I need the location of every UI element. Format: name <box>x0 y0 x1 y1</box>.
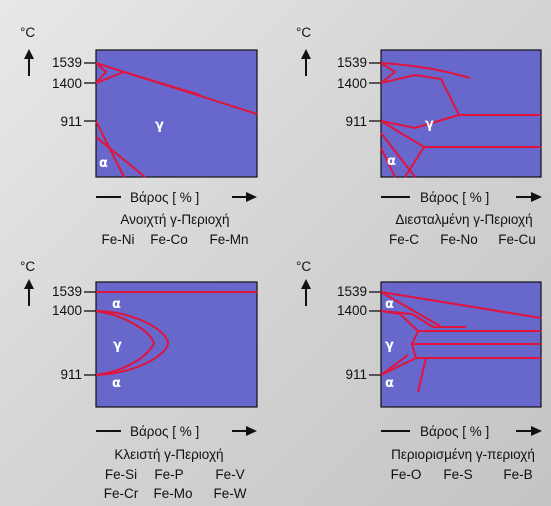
right-arrow-icon <box>232 426 257 436</box>
phase-boundaries <box>380 291 542 393</box>
alloy-label: Fe-Ni <box>102 232 135 247</box>
panel-closed-gamma: °C 1539 1400 911 α γ α Βάρος [ % ] Κλεισ… <box>20 259 258 501</box>
phase-boundaries <box>95 291 257 376</box>
phase-alpha: α <box>385 297 394 312</box>
alloy-label: Fe-No <box>440 232 478 247</box>
phase-gamma: γ <box>113 338 122 353</box>
up-arrow-icon <box>301 49 311 76</box>
axis-label: Βάρος [ % ] <box>130 190 199 205</box>
phase-gamma: γ <box>155 118 164 133</box>
temp-1400: 1400 <box>337 76 367 91</box>
axis-label: Βάρος [ % ] <box>130 424 199 439</box>
panel-restricted-gamma: °C 1539 1400 911 α γ α Βάρος [ % ] <box>296 259 542 482</box>
phase-gamma: γ <box>385 338 394 353</box>
alloy-label: Fe-S <box>443 467 472 482</box>
phase-boundaries <box>380 62 541 178</box>
phase-gamma: γ <box>425 117 434 132</box>
temp-1400: 1400 <box>52 76 82 91</box>
alloy-label: Fe-P <box>154 467 183 482</box>
phase-alpha: α <box>387 154 396 169</box>
alloy-label: Fe-V <box>215 467 244 482</box>
alloy-label: Fe-O <box>391 467 422 482</box>
axis-label: Βάρος [ % ] <box>420 424 489 439</box>
up-arrow-icon <box>24 49 34 76</box>
unit-label: °C <box>296 259 311 274</box>
temp-1539: 1539 <box>52 55 82 70</box>
panel-title: Περιορισμένη γ-περιοχή <box>391 447 535 462</box>
unit-label: °C <box>296 25 311 40</box>
temp-1539: 1539 <box>52 284 82 299</box>
right-arrow-icon <box>232 192 257 202</box>
temp-911: 911 <box>60 114 82 129</box>
plot-area <box>95 281 258 408</box>
panel-expanded-gamma: °C 1539 1400 911 γ α Βάρος [ % ] <box>296 25 542 247</box>
up-arrow-icon <box>24 279 34 306</box>
unit-label: °C <box>20 25 35 40</box>
phase-alpha: α <box>112 297 121 312</box>
temp-911: 911 <box>345 114 367 129</box>
panel-title: Κλειστή γ-Περιοχή <box>114 447 223 462</box>
panel-title: Διεσταλμένη γ-Περιοχή <box>395 212 532 227</box>
alloy-label: Fe-Co <box>150 232 188 247</box>
temp-911: 911 <box>60 367 82 382</box>
panel-title: Ανοιχτή γ-Περιοχή <box>120 212 229 227</box>
phase-alpha: α <box>112 376 121 391</box>
panel-open-gamma: °C 1539 1400 911 γ α Βάρος [ % ] Ανοιχτή… <box>20 25 258 247</box>
alloy-label: Fe-Cu <box>498 232 536 247</box>
alloy-label: Fe-Si <box>105 467 137 482</box>
temp-911: 911 <box>345 367 367 382</box>
alloy-label: Fe-Cr <box>104 486 139 501</box>
axis-label: Βάρος [ % ] <box>420 190 489 205</box>
alloy-label: Fe-B <box>503 467 532 482</box>
phase-alpha: α <box>99 156 108 171</box>
temp-1539: 1539 <box>337 284 367 299</box>
temp-1539: 1539 <box>337 55 367 70</box>
right-arrow-icon <box>516 426 542 436</box>
up-arrow-icon <box>301 279 311 306</box>
phase-alpha: α <box>385 376 394 391</box>
phase-boundaries <box>95 62 258 178</box>
alloy-label: Fe-C <box>389 232 419 247</box>
plot-area <box>380 49 542 178</box>
alloy-label: Fe-W <box>214 486 247 501</box>
temp-1400: 1400 <box>52 303 82 318</box>
temp-1400: 1400 <box>337 303 367 318</box>
alloy-label: Fe-Mo <box>153 486 192 501</box>
unit-label: °C <box>20 259 35 274</box>
right-arrow-icon <box>516 192 542 202</box>
alloy-label: Fe-Mn <box>209 232 248 247</box>
